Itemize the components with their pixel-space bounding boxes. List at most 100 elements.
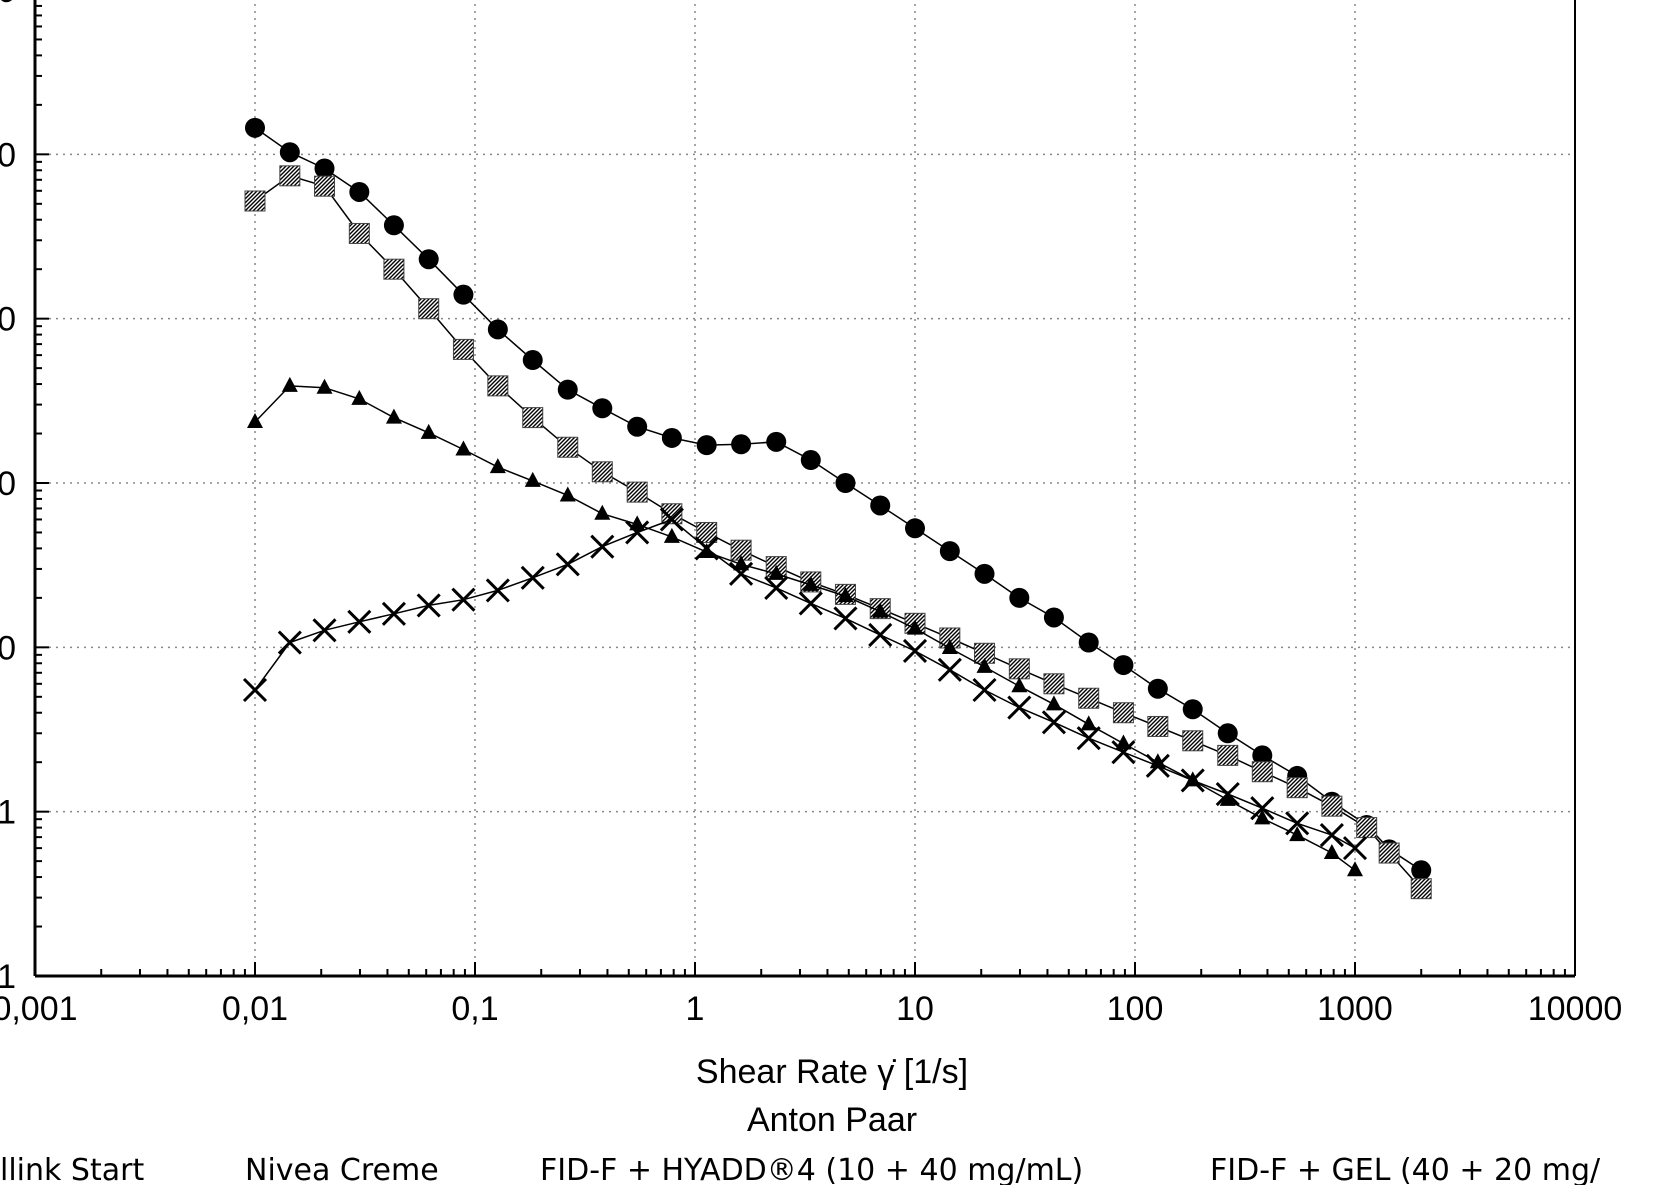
data-point-square <box>1322 796 1342 816</box>
data-point-x <box>418 594 440 616</box>
data-point-circle <box>801 450 821 470</box>
data-point-triangle <box>1081 715 1097 730</box>
data-point-square <box>349 223 369 243</box>
data-point-x <box>1008 697 1030 719</box>
data-point-circle <box>280 142 300 162</box>
legend: llink Start Nivea Creme FID-F + HYADD®4 … <box>0 1153 1601 1185</box>
data-point-square <box>1183 731 1203 751</box>
y-tick-label: 1 <box>0 794 16 832</box>
data-point-square <box>1079 688 1099 708</box>
data-point-circle <box>558 380 578 400</box>
data-point-circle <box>349 182 369 202</box>
legend-item: FID-F + HYADD®4 (10 + 40 mg/mL) <box>540 1153 1083 1185</box>
data-point-circle <box>1079 633 1099 653</box>
data-point-square <box>1044 674 1064 694</box>
series-line <box>255 128 1421 871</box>
data-point-circle <box>592 398 612 418</box>
y-tick-label: 0 <box>0 136 16 174</box>
data-point-triangle <box>594 505 610 520</box>
x-tick-label: 10 <box>896 990 934 1028</box>
x-tick-label: 0,01 <box>222 990 288 1028</box>
data-point-x <box>314 619 336 641</box>
data-point-triangle <box>560 486 576 501</box>
data-point-x <box>834 607 856 629</box>
data-point-square <box>1357 818 1377 838</box>
series-layer <box>244 118 1431 899</box>
data-point-circle <box>766 432 786 452</box>
y-tick-label: 1 <box>0 958 16 996</box>
legend-item: Nivea Creme <box>245 1153 439 1185</box>
data-point-triangle <box>1046 695 1062 710</box>
data-point-square <box>315 176 335 196</box>
chart-subtitle: Anton Paar <box>747 1101 917 1139</box>
data-point-circle <box>697 435 717 455</box>
data-point-x <box>974 679 996 701</box>
series <box>245 166 1431 899</box>
y-tick-label: 0 <box>0 301 16 339</box>
data-point-square <box>1218 745 1238 765</box>
data-point-triangle <box>421 424 437 439</box>
data-point-triangle <box>1011 677 1027 692</box>
data-point-square <box>592 462 612 482</box>
data-point-x <box>557 553 579 575</box>
data-point-x <box>522 567 544 589</box>
data-point-x <box>800 592 822 614</box>
data-point-square <box>558 437 578 457</box>
data-point-circle <box>315 158 335 178</box>
y-tick-label: 0 <box>0 0 16 10</box>
data-point-x <box>591 536 613 558</box>
x-tick-label: 1 <box>686 990 705 1028</box>
axes <box>35 0 1575 976</box>
data-point-circle <box>1009 588 1029 608</box>
x-tick-label: 0,1 <box>451 990 498 1028</box>
x-tick-label: 10000 <box>1528 990 1623 1028</box>
data-point-square <box>627 482 647 502</box>
data-point-circle <box>1148 679 1168 699</box>
data-point-circle <box>1411 860 1431 880</box>
y-tick-label: 0 <box>0 629 16 667</box>
y-tick-label: 0 <box>0 465 16 503</box>
data-point-triangle <box>455 440 471 455</box>
data-point-circle <box>419 249 439 269</box>
data-point-square <box>245 191 265 211</box>
data-point-circle <box>1044 607 1064 627</box>
data-point-circle <box>1183 699 1203 719</box>
series-line <box>255 520 1355 849</box>
data-point-circle <box>453 285 473 305</box>
data-point-square <box>1411 879 1431 899</box>
data-point-x <box>1321 824 1343 846</box>
series <box>247 377 1363 876</box>
data-point-square <box>1113 703 1133 723</box>
data-point-triangle <box>490 458 506 473</box>
data-point-x <box>348 611 370 633</box>
data-point-square <box>523 408 543 428</box>
data-point-x <box>869 624 891 646</box>
data-point-circle <box>870 495 890 515</box>
legend-item: llink Start <box>0 1153 144 1185</box>
data-point-square <box>1148 716 1168 736</box>
data-point-x <box>452 589 474 611</box>
data-point-square <box>1379 843 1399 863</box>
data-point-square <box>419 299 439 319</box>
data-point-triangle <box>1347 861 1363 876</box>
data-point-circle <box>835 473 855 493</box>
data-point-square <box>1009 659 1029 679</box>
data-point-circle <box>975 564 995 584</box>
data-point-triangle <box>386 409 402 424</box>
tick-labels: 0,0010,010,11101001000100001100000 <box>0 0 1622 1028</box>
legend-item: FID-F + GEL (40 + 20 mg/ <box>1210 1153 1601 1185</box>
data-point-circle <box>245 118 265 138</box>
x-tick-label: 1000 <box>1317 990 1393 1028</box>
data-point-square <box>1287 778 1307 798</box>
data-point-x <box>1344 837 1366 859</box>
data-point-square <box>1252 762 1272 782</box>
data-point-x <box>765 577 787 599</box>
data-point-circle <box>627 417 647 437</box>
data-point-x <box>487 579 509 601</box>
x-axis-title: Shear Rate γ̇ [1/s] <box>696 1053 968 1091</box>
series <box>244 508 1366 859</box>
data-point-x <box>279 632 301 654</box>
data-point-square <box>280 166 300 186</box>
data-point-circle <box>384 215 404 235</box>
